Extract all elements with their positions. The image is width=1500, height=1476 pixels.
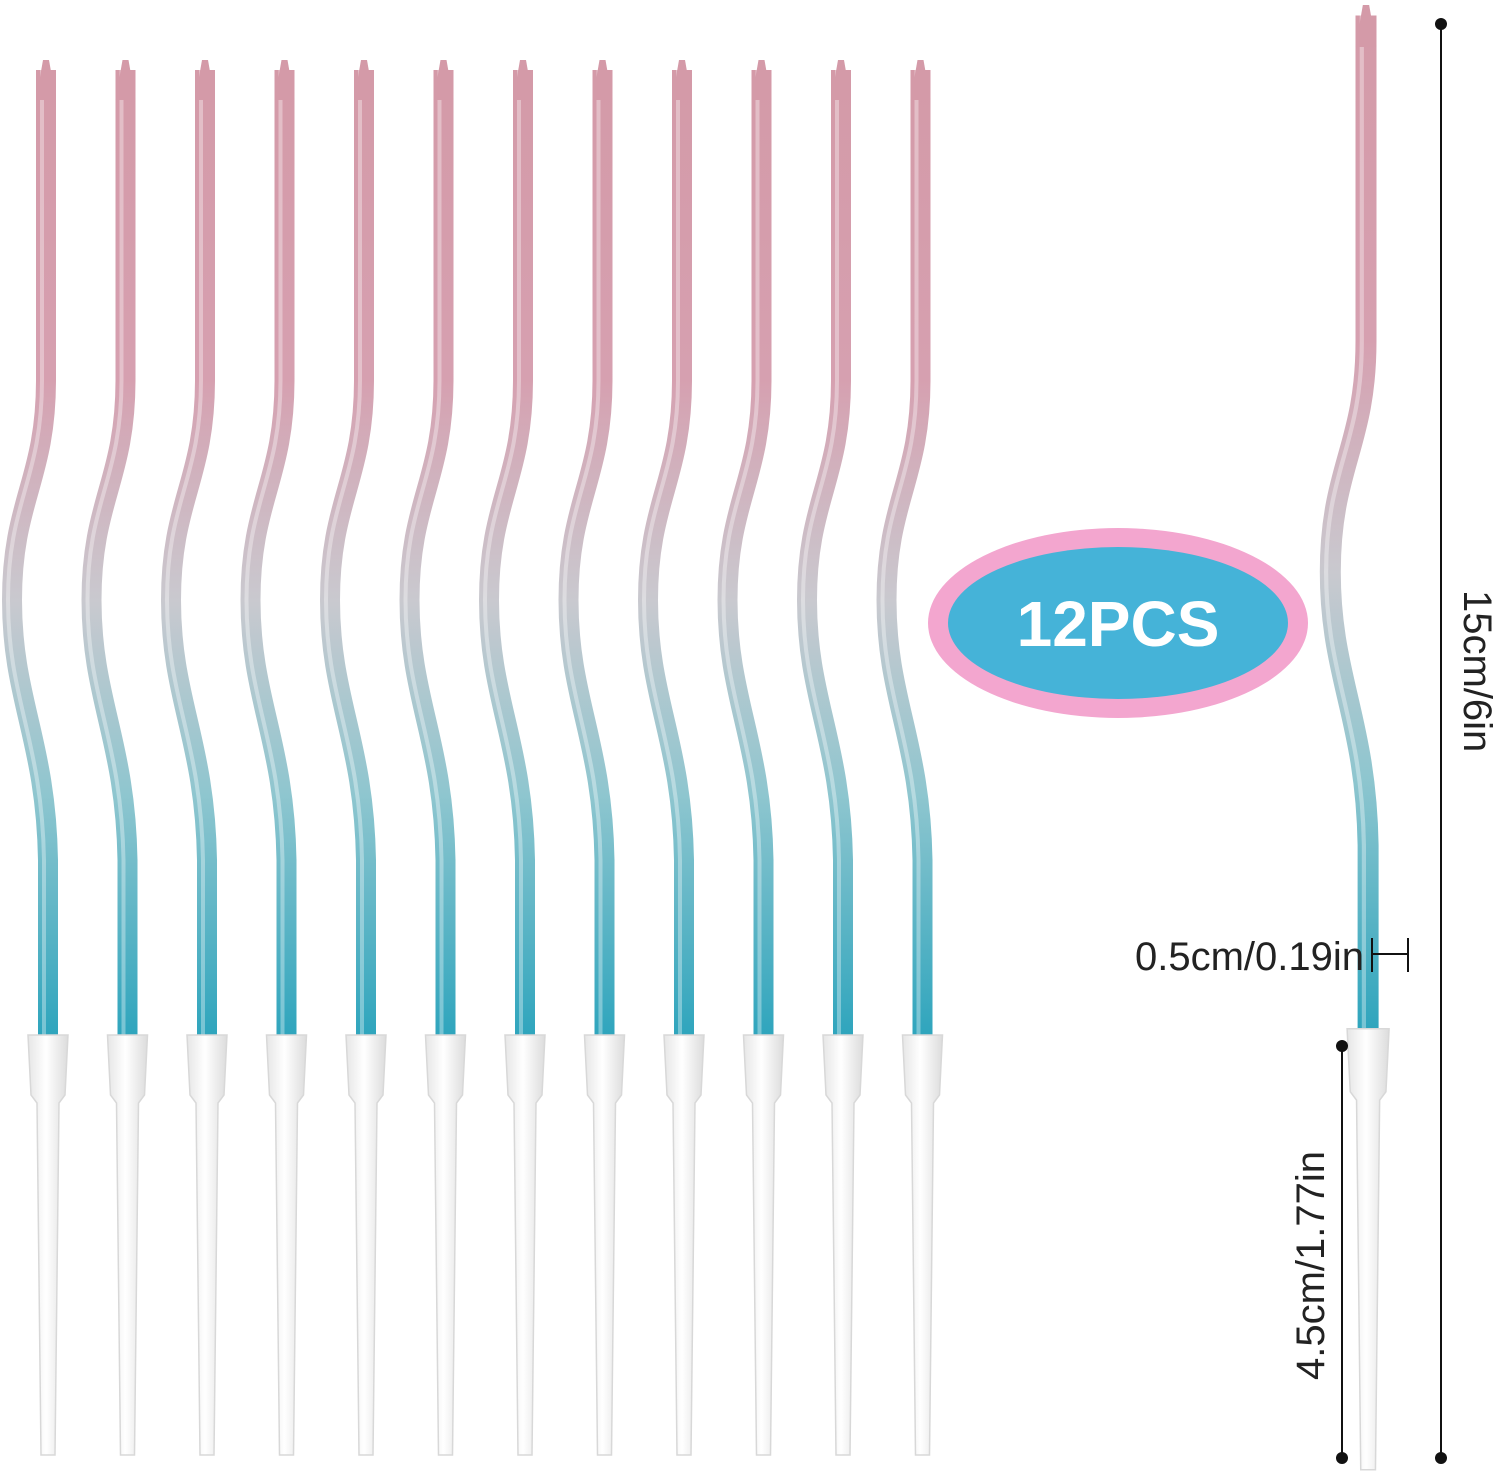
candle-highlight: [562, 70, 603, 1035]
total-height-bottom-dot: [1435, 1452, 1447, 1464]
candle-wick-tip: [115, 60, 136, 100]
candle-holder: [742, 1034, 785, 1456]
candle-wax-stick: [637, 70, 694, 1035]
badge-label: 12PCS: [1017, 588, 1220, 660]
candle-wick-tip: [672, 60, 692, 100]
candle-4: [240, 60, 308, 1456]
candle-8: [558, 60, 626, 1456]
holder-length-dimension: 4.5cm/1.77in: [1289, 1040, 1348, 1464]
candle-5: [319, 60, 387, 1456]
candle-wick-tip: [513, 60, 533, 100]
candle-holder: [186, 1034, 228, 1456]
candle-highlight: [85, 70, 126, 1035]
single-candle-detail: [1319, 5, 1390, 1471]
holder-length-label: 4.5cm/1.77in: [1289, 1151, 1333, 1380]
candle-6: [399, 60, 467, 1456]
candle-holder: [663, 1034, 705, 1456]
candle-wax-stick: [1, 70, 58, 1035]
candle-holder: [504, 1034, 546, 1456]
candle-1: [1, 60, 69, 1456]
candle-wax-stick: [1319, 15, 1379, 1029]
candle-highlight: [403, 70, 444, 1035]
candle-wax-stick: [81, 70, 138, 1035]
candle-wick-tip: [910, 60, 931, 100]
total-height-dimension: 15cm/6in: [1435, 18, 1499, 1464]
candle-detail: [1319, 5, 1390, 1471]
candle-highlight: [164, 70, 205, 1035]
candle-set: [1, 60, 944, 1456]
holder-length-top-dot: [1336, 1040, 1348, 1052]
candle-wax-stick: [240, 70, 297, 1035]
quantity-badge: 12PCS: [928, 528, 1308, 718]
total-height-top-dot: [1435, 18, 1447, 30]
candle-wax-stick: [558, 70, 615, 1035]
candle-wick-tip: [195, 60, 215, 100]
candle-9: [637, 60, 705, 1456]
candle-10: [717, 60, 785, 1456]
candle-holder: [265, 1034, 308, 1456]
candle-holder: [106, 1034, 149, 1456]
candle-wax-stick: [319, 70, 376, 1035]
candle-holder: [424, 1034, 467, 1456]
candle-holder: [1346, 1028, 1390, 1471]
candle-wick-tip: [1355, 5, 1377, 47]
candle-wax-stick: [876, 70, 933, 1035]
candle-highlight: [880, 70, 921, 1035]
holder-length-bottom-dot: [1336, 1452, 1348, 1464]
candle-wick-tip: [592, 60, 613, 100]
badge-inner-ellipse: [948, 547, 1288, 699]
candle-3: [160, 60, 228, 1456]
candle-holder: [27, 1034, 69, 1456]
diameter-label: 0.5cm/0.19in: [1135, 935, 1364, 979]
candle-holder: [583, 1034, 626, 1456]
candle-highlight: [323, 70, 364, 1035]
candle-wick-tip: [831, 60, 851, 100]
candle-wax-stick: [160, 70, 217, 1035]
candle-wax-stick: [399, 70, 456, 1035]
candle-highlight: [800, 70, 841, 1035]
candle-wax-stick: [478, 70, 535, 1035]
candle-wax-stick: [717, 70, 774, 1035]
candle-holder: [345, 1034, 387, 1456]
candle-highlight: [641, 70, 682, 1035]
candle-holder: [901, 1034, 944, 1456]
candle-holder: [822, 1034, 864, 1456]
candle-wick-tip: [274, 60, 295, 100]
candle-highlight: [721, 70, 762, 1035]
candle-12: [876, 60, 944, 1456]
candle-7: [478, 60, 546, 1456]
total-height-label: 15cm/6in: [1455, 590, 1499, 752]
candle-11: [796, 60, 864, 1456]
candle-highlight: [5, 70, 46, 1035]
diameter-dimension: 0.5cm/0.19in: [1135, 935, 1409, 979]
candle-wick-tip: [751, 60, 772, 100]
candle-highlight: [1324, 15, 1367, 1029]
candle-2: [81, 60, 149, 1456]
candle-wax-stick: [796, 70, 853, 1035]
candle-highlight: [244, 70, 285, 1035]
candle-wick-tip: [36, 60, 56, 100]
candle-wick-tip: [433, 60, 454, 100]
candle-wick-tip: [354, 60, 374, 100]
candle-highlight: [482, 70, 523, 1035]
